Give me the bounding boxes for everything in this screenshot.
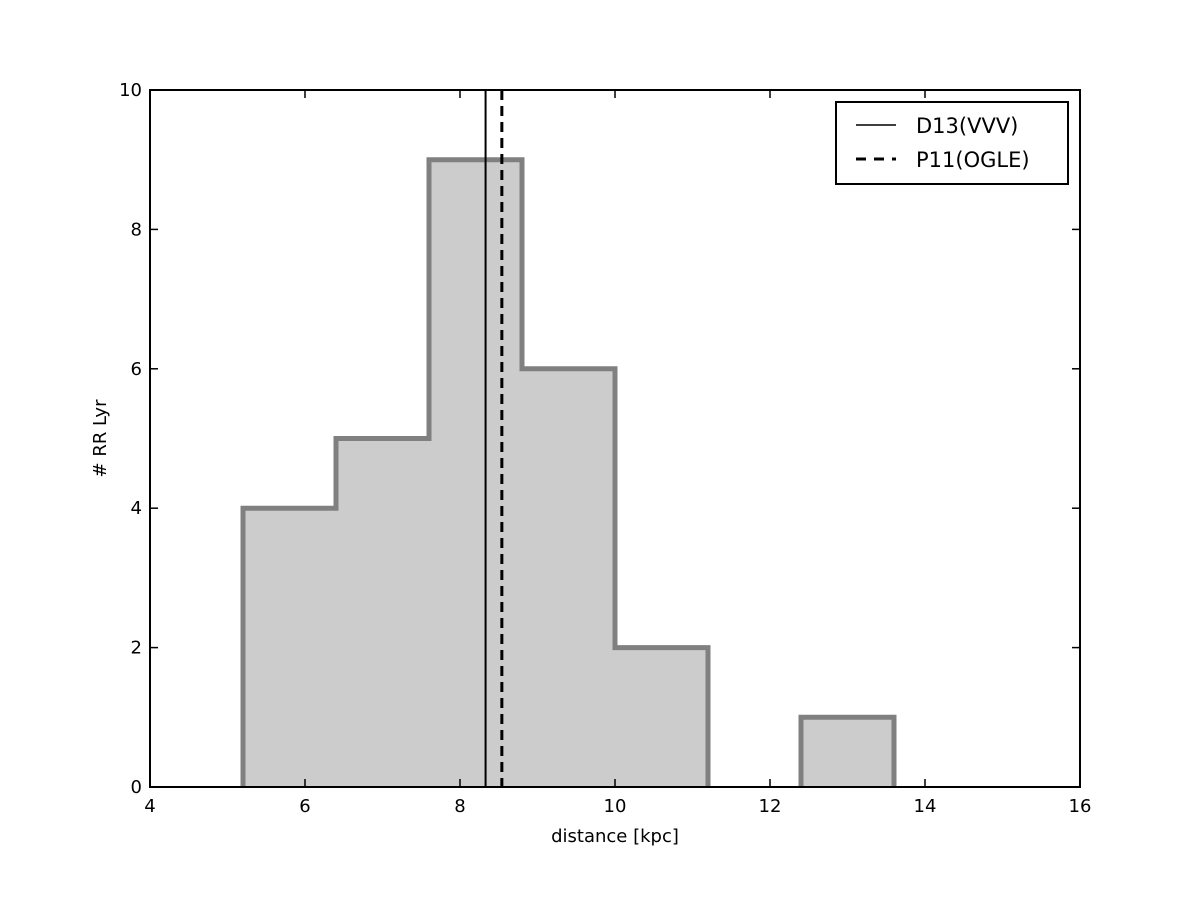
x-axis-label: distance [kpc] <box>551 826 679 847</box>
x-tick-label: 6 <box>299 796 310 817</box>
x-tick-label: 8 <box>454 796 465 817</box>
legend-entry-label: D13(VVV) <box>916 114 1018 138</box>
histogram-bar <box>615 647 708 787</box>
x-tick-label: 14 <box>914 796 937 817</box>
histogram-outline <box>240 157 897 787</box>
y-tick-label: 10 <box>119 80 142 101</box>
x-tick-label: 4 <box>144 796 155 817</box>
x-tick-label: 12 <box>759 796 782 817</box>
axis-ticks: 4 6 8 10 12 14 16 0 2 4 6 8 10 <box>119 80 1091 817</box>
y-tick-label: 0 <box>131 777 142 798</box>
y-axis-label: # RR Lyr <box>90 399 111 478</box>
y-tick-label: 2 <box>131 638 142 659</box>
x-tick-label: 10 <box>604 796 627 817</box>
reference-lines <box>484 90 504 787</box>
histogram-bar <box>429 159 522 787</box>
y-tick-label: 8 <box>131 219 142 240</box>
y-tick-label: 4 <box>131 498 142 519</box>
histogram-bar <box>336 438 429 787</box>
histogram-bar <box>243 508 336 787</box>
legend-box <box>835 101 1069 185</box>
x-tick-label: 16 <box>1069 796 1092 817</box>
legend: D13(VVV) P11(OGLE) <box>835 101 1069 185</box>
legend-entry-label: P11(OGLE) <box>916 148 1030 172</box>
histogram-bins <box>240 157 897 787</box>
histogram-bar <box>522 368 615 787</box>
y-tick-label: 6 <box>131 359 142 380</box>
histogram-bar <box>801 717 894 787</box>
